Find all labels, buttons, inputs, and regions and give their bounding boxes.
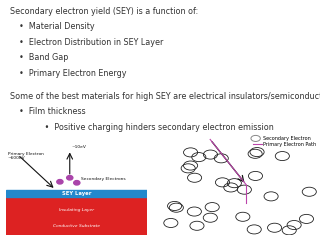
Circle shape — [57, 180, 63, 184]
Text: Primary Electron
~600eV: Primary Electron ~600eV — [8, 151, 44, 160]
Text: •  Material Density: • Material Density — [19, 22, 95, 31]
Text: Insulating Layer: Insulating Layer — [59, 208, 94, 212]
Circle shape — [74, 180, 80, 185]
Text: Conductive Substrate: Conductive Substrate — [53, 224, 100, 228]
Text: Secondary electron yield (SEY) is a function of:: Secondary electron yield (SEY) is a func… — [10, 7, 198, 16]
Text: SEY Layer: SEY Layer — [62, 191, 92, 196]
Text: Primary Electron Path: Primary Electron Path — [263, 142, 316, 147]
Text: Some of the best materials for high SEY are electrical insulators/semiconductors: Some of the best materials for high SEY … — [10, 92, 320, 101]
Bar — [6, 190, 147, 197]
Text: •  Film thickness: • Film thickness — [19, 107, 86, 116]
Text: •  Band Gap: • Band Gap — [19, 53, 68, 62]
Circle shape — [67, 175, 73, 180]
Text: •  Electron Distribution in SEY Layer: • Electron Distribution in SEY Layer — [19, 38, 164, 47]
Text: •  Positive charging hinders secondary electron emission: • Positive charging hinders secondary el… — [32, 123, 274, 132]
Text: Secondary Electron: Secondary Electron — [263, 136, 311, 141]
Text: ~10eV: ~10eV — [71, 144, 86, 149]
Text: •  Primary Electron Energy: • Primary Electron Energy — [19, 69, 127, 78]
Bar — [6, 197, 147, 235]
Text: Secondary Electrons: Secondary Electrons — [81, 177, 126, 181]
